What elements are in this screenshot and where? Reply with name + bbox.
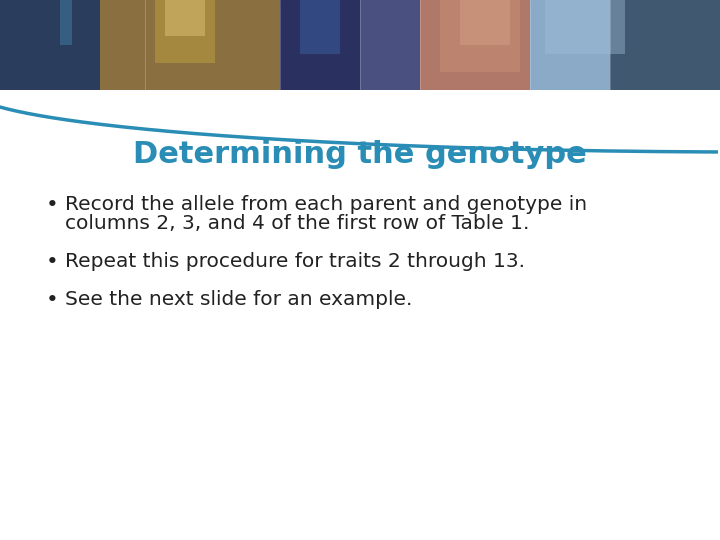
Text: See the next slide for an example.: See the next slide for an example. <box>65 290 413 309</box>
Bar <box>100 0 280 90</box>
Bar <box>440 0 520 72</box>
Bar <box>155 0 215 63</box>
Bar <box>530 0 640 90</box>
Text: •: • <box>45 195 58 215</box>
Bar <box>360 0 470 90</box>
Text: Repeat this procedure for traits 2 through 13.: Repeat this procedure for traits 2 throu… <box>65 252 525 271</box>
Bar <box>0 0 720 90</box>
Bar <box>460 0 510 45</box>
Bar <box>280 0 410 90</box>
Text: Determining the genotype: Determining the genotype <box>133 140 587 169</box>
Bar <box>60 0 72 45</box>
Text: •: • <box>45 290 58 310</box>
Bar <box>300 0 340 54</box>
Text: columns 2, 3, and 4 of the first row of Table 1.: columns 2, 3, and 4 of the first row of … <box>65 214 529 233</box>
Text: •: • <box>45 252 58 272</box>
Text: Record the allele from each parent and genotype in: Record the allele from each parent and g… <box>65 195 587 214</box>
Bar <box>0 0 145 90</box>
Polygon shape <box>0 107 720 540</box>
Bar <box>165 0 205 36</box>
Bar <box>545 0 625 54</box>
Bar <box>610 0 720 90</box>
Bar <box>420 0 560 90</box>
